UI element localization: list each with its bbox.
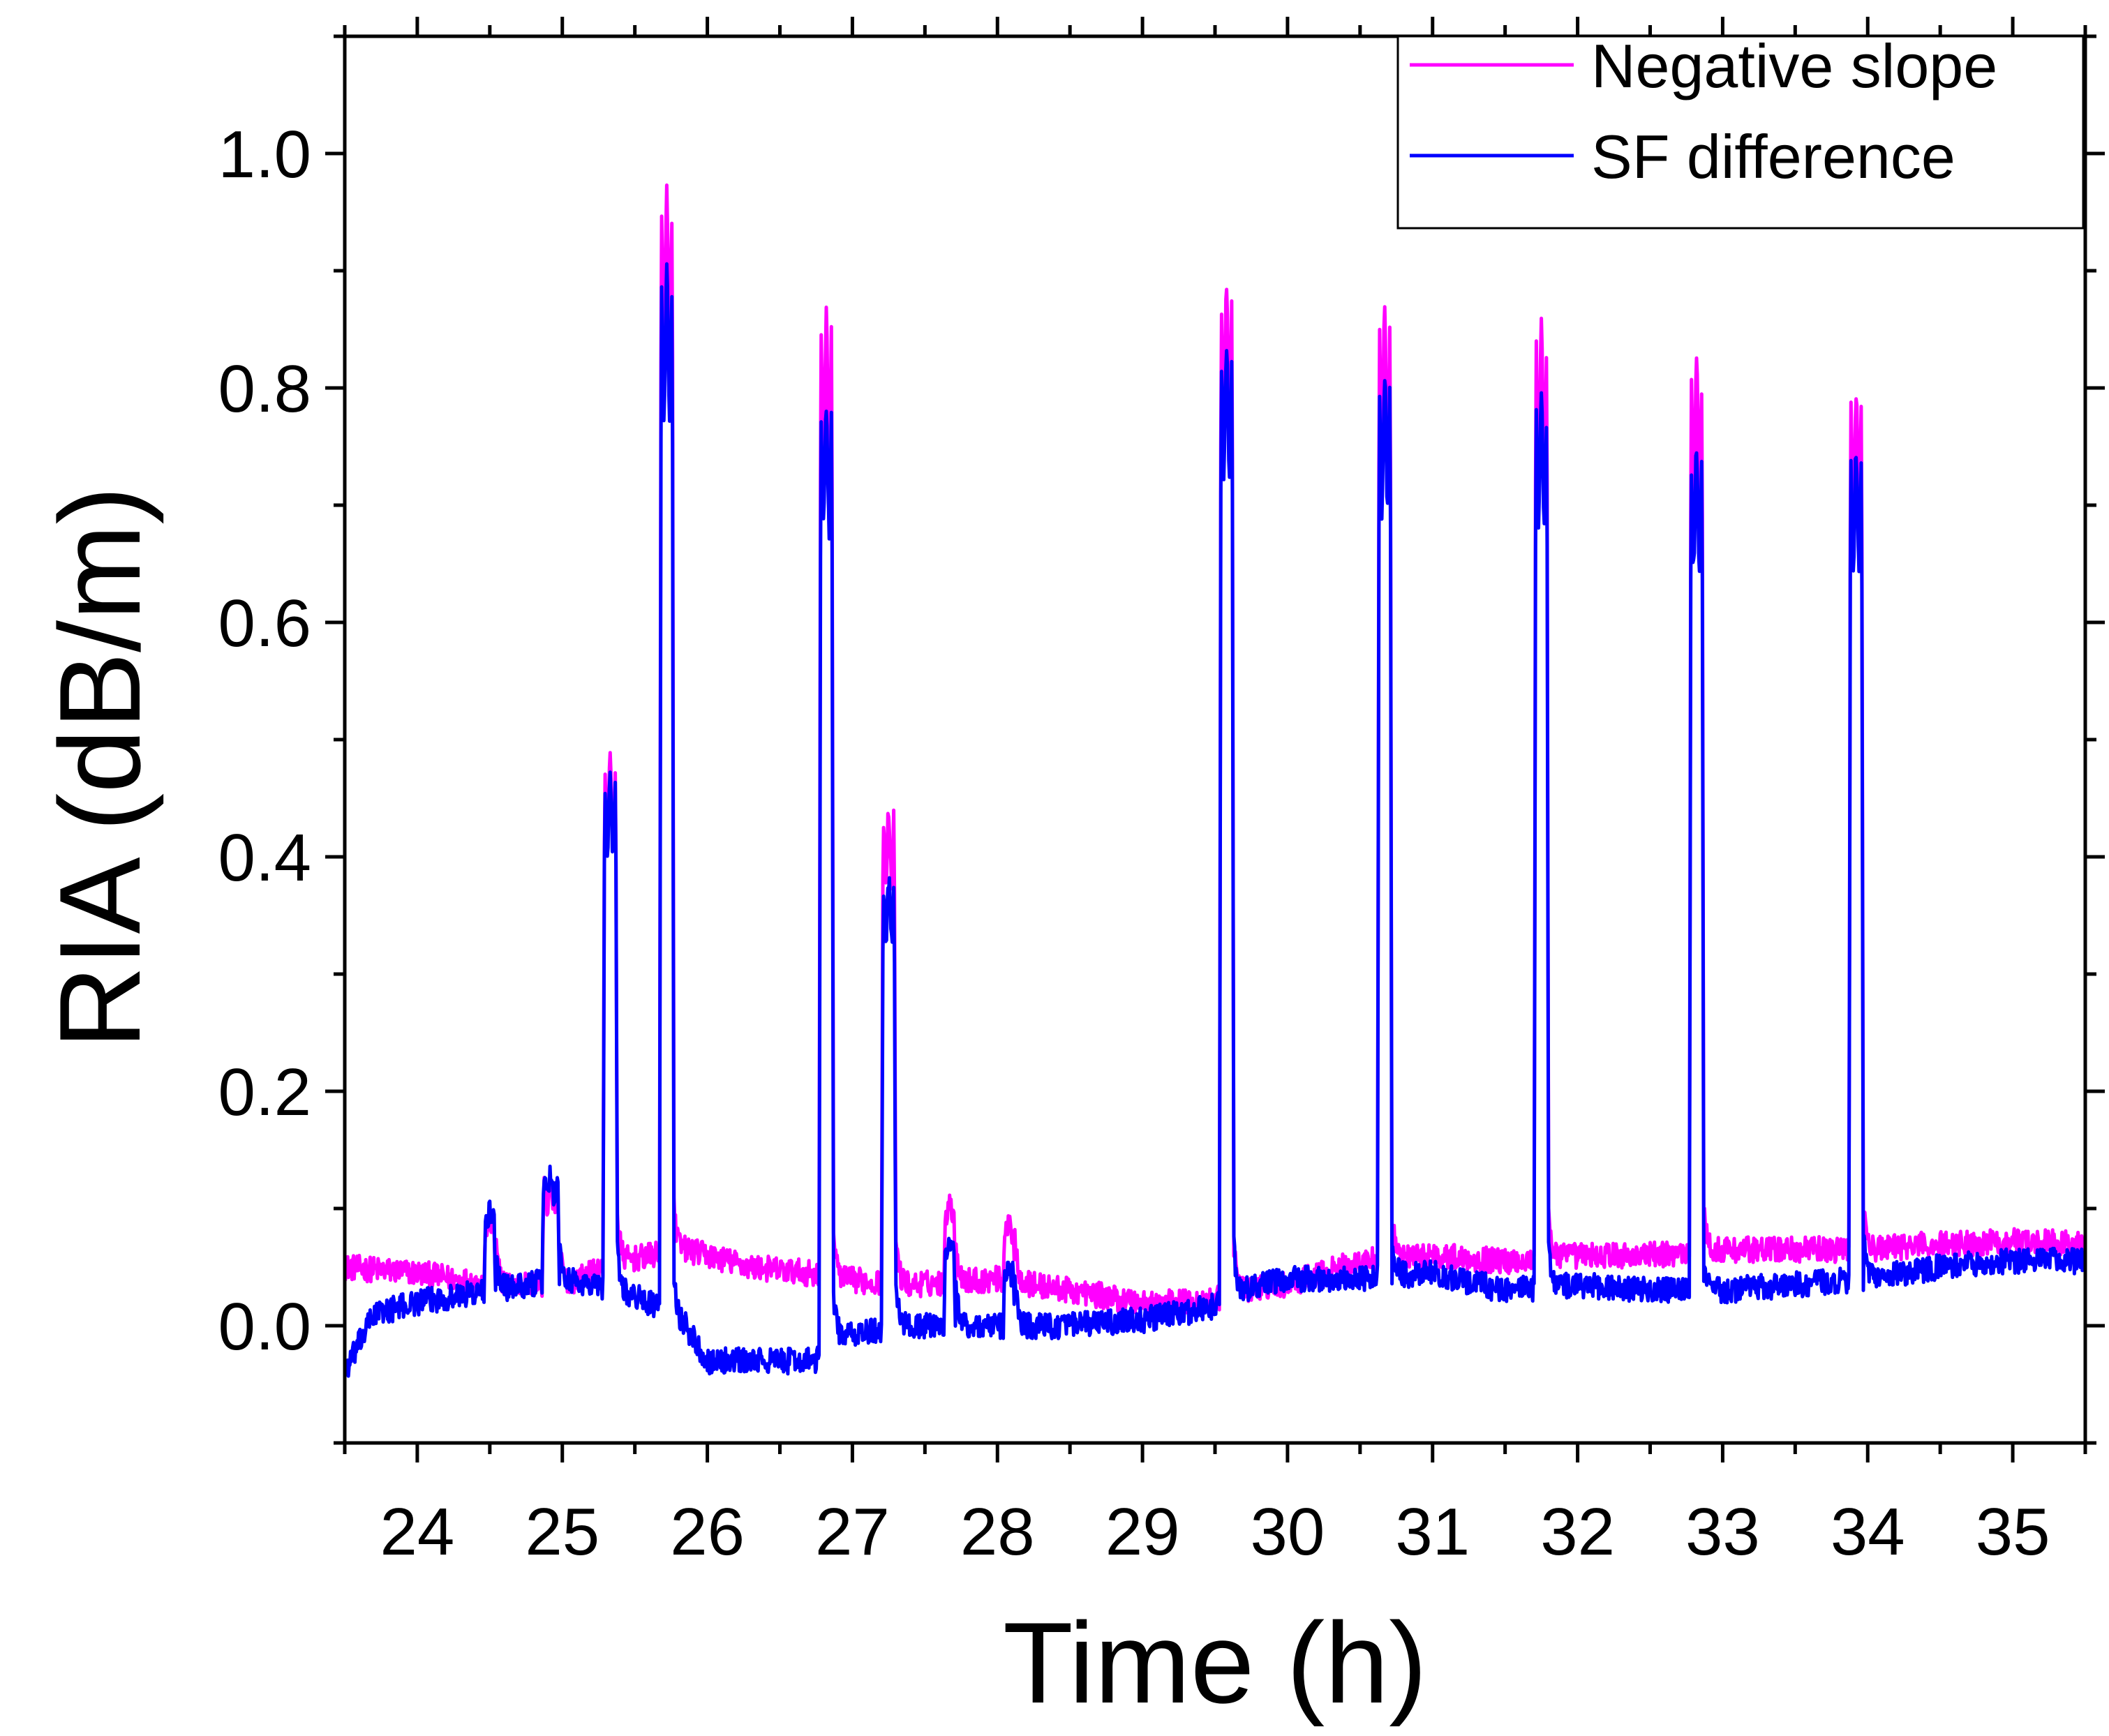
x-tick-label: 35 (1976, 1495, 2050, 1569)
series-line-sf-difference (343, 262, 2087, 1379)
x-tick-label: 34 (1831, 1495, 1905, 1569)
legend-box (1396, 35, 2085, 230)
y-axis-title: RIA (dB/m) (36, 486, 164, 1049)
y-tick-label: 0.6 (218, 586, 311, 661)
x-tick-label: 25 (525, 1495, 599, 1569)
x-axis-title: Time (h) (1003, 1599, 1427, 1727)
x-tick-label: 31 (1395, 1495, 1470, 1569)
y-tick-label: 0.8 (218, 352, 311, 426)
x-tick-label: 32 (1540, 1495, 1615, 1569)
y-tick-label: 0.4 (218, 821, 311, 895)
plot-area: 24 25 26 27 28 29 30 31 32 33 34 35 0.0 0.2 0.4 0.6 0.8… (218, 17, 2105, 1569)
x-tick-label: 26 (670, 1495, 745, 1569)
x-tick-label: 29 (1105, 1495, 1180, 1569)
x-tick-label: 24 (380, 1495, 455, 1569)
y-tick-label: 0.2 (218, 1055, 311, 1130)
y-tick-labels: 0.0 0.2 0.4 0.6 0.8 1.0 (218, 117, 311, 1364)
ticks-layer (325, 17, 2105, 1462)
x-tick-label: 27 (815, 1495, 890, 1569)
x-tick-label: 28 (960, 1495, 1035, 1569)
x-tick-labels: 24 25 26 27 28 29 30 31 32 33 34 35 (380, 1495, 2050, 1569)
series-line-negative-slope (343, 183, 2087, 1317)
series-layer (343, 183, 2087, 1379)
plot-frame (343, 34, 2087, 1445)
legend: Negative slope SF difference (1396, 31, 2085, 230)
y-tick-label: 0.0 (218, 1289, 311, 1364)
x-tick-label: 30 (1251, 1495, 1325, 1569)
legend-label-sf-difference: SF difference (1591, 122, 1955, 191)
legend-label-negative-slope: Negative slope (1591, 31, 1997, 100)
y-tick-label: 1.0 (218, 117, 311, 192)
x-tick-label: 33 (1685, 1495, 1760, 1569)
